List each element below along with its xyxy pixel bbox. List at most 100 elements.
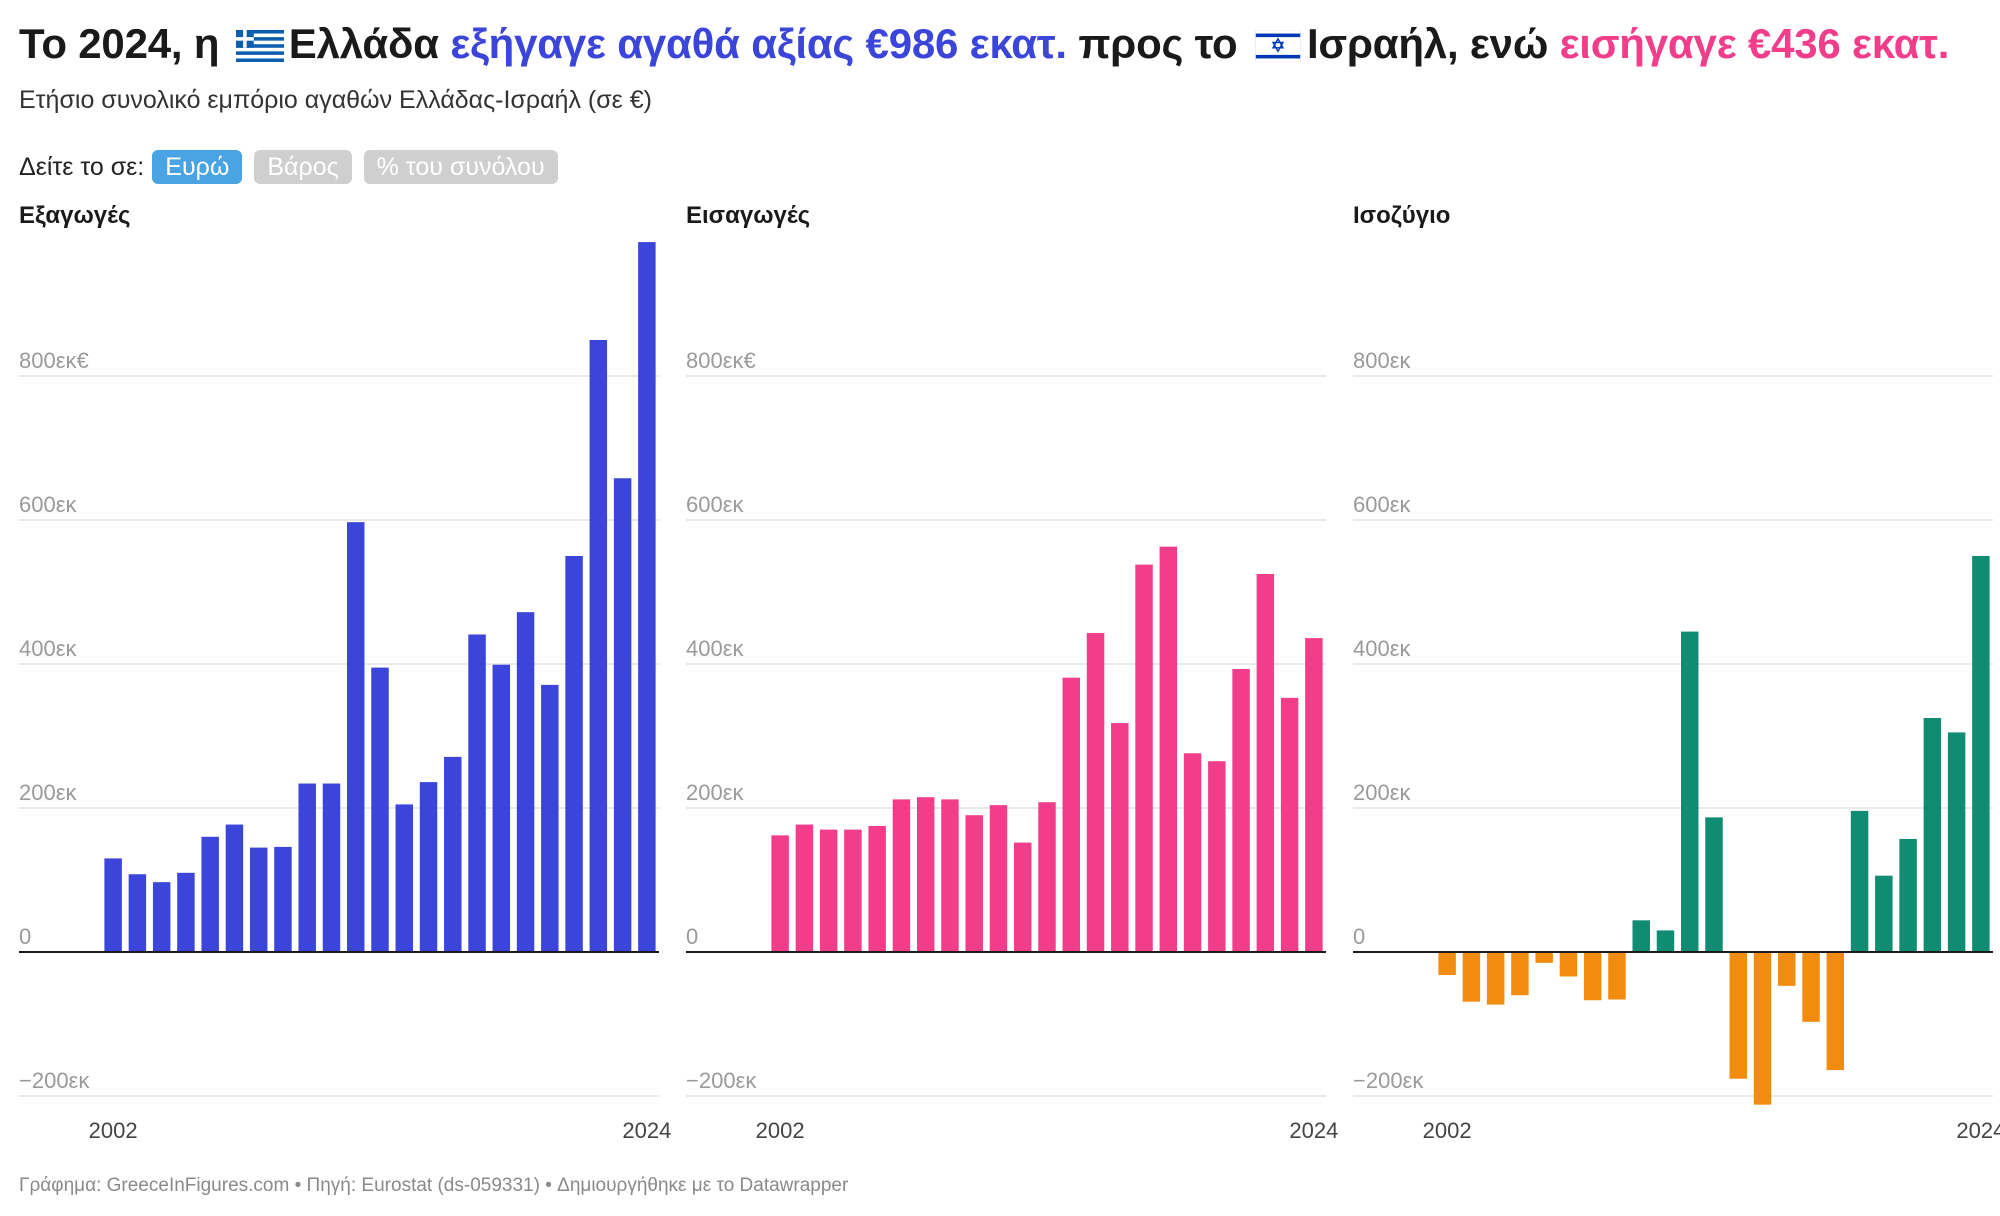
bar-imports-2024[interactable]	[1305, 638, 1323, 952]
toggle-weight-button[interactable]: Βάρος	[254, 150, 352, 184]
panel-title-balance: Ισοζύγιο	[1353, 202, 1451, 229]
bar-exports-2015[interactable]	[419, 782, 438, 952]
headline-country-from: Ελλάδα	[288, 20, 439, 67]
bar-exports-2022[interactable]	[589, 340, 608, 952]
headline-country-to: Ισραήλ	[1306, 20, 1447, 67]
bar-exports-2016[interactable]	[444, 756, 462, 952]
bar-exports-2021[interactable]	[565, 556, 583, 952]
bar-imports-2021[interactable]	[1232, 669, 1250, 952]
x-tick-label: 2002	[1423, 1118, 1472, 1143]
chart-panel-exports: −200εκ 0 200εκ 400εκ 600εκ 800εκ€ 2002 2024	[19, 242, 671, 1143]
bar-exports-2020[interactable]	[541, 684, 559, 952]
bar-exports-2011[interactable]	[322, 783, 341, 952]
headline-middle: προς το	[1078, 20, 1238, 67]
y-tick-label: 0	[1353, 924, 1365, 949]
chart-panel-imports: −200εκ 0 200εκ 400εκ 600εκ 800εκ€ 2002 2024	[686, 348, 1338, 1143]
bar-exports-2010[interactable]	[298, 783, 316, 952]
y-tick-label: 400εκ	[686, 636, 745, 661]
bar-imports-2005[interactable]	[844, 829, 862, 952]
bar-imports-2010[interactable]	[965, 815, 983, 952]
headline-imports-phrase: εισήγαγε €436 εκατ.	[1559, 20, 1950, 67]
bar-exports-2009[interactable]	[274, 846, 292, 952]
bar-balance-2005[interactable]	[1511, 952, 1529, 996]
bar-imports-2008[interactable]	[916, 797, 935, 952]
x-tick-label: 2002	[756, 1118, 805, 1143]
y-tick-label: 400εκ	[1353, 636, 1412, 661]
toggle-percent-button[interactable]: % του συνόλου	[363, 150, 558, 184]
bar-balance-2011[interactable]	[1656, 930, 1675, 952]
bar-exports-2019[interactable]	[516, 612, 535, 952]
bar-imports-2004[interactable]	[819, 829, 838, 952]
bar-balance-2023[interactable]	[1947, 732, 1966, 952]
bar-balance-2022[interactable]	[1923, 718, 1942, 952]
bar-balance-2018[interactable]	[1826, 952, 1845, 1071]
bar-balance-2015[interactable]	[1753, 952, 1772, 1105]
headline: Το 2024, η Ελλάδα εξήγαγε αγαθά αξίας €9…	[19, 14, 1949, 78]
bar-exports-2006[interactable]	[201, 836, 219, 952]
y-tick-label: 200εκ	[19, 780, 78, 805]
chart-panel-balance: −200εκ 0 200εκ 400εκ 600εκ 800εκ 2002 2024	[1353, 348, 2000, 1143]
y-tick-label: 800εκ€	[19, 348, 89, 373]
bar-imports-2019[interactable]	[1183, 753, 1202, 952]
bar-balance-2019[interactable]	[1850, 810, 1869, 952]
y-tick-label: −200εκ	[19, 1068, 90, 1093]
bar-imports-2011[interactable]	[989, 805, 1008, 952]
bar-imports-2020[interactable]	[1208, 761, 1226, 952]
bar-imports-2012[interactable]	[1014, 842, 1032, 952]
bar-balance-2004[interactable]	[1486, 952, 1505, 1005]
bar-imports-2017[interactable]	[1135, 564, 1153, 952]
bar-imports-2014[interactable]	[1062, 677, 1080, 952]
y-tick-label: 200εκ	[1353, 780, 1412, 805]
bar-imports-2006[interactable]	[868, 826, 886, 952]
bar-exports-2018[interactable]	[492, 664, 511, 952]
bar-imports-2003[interactable]	[795, 824, 814, 952]
x-tick-label: 2002	[89, 1118, 138, 1143]
y-tick-label: 600εκ	[1353, 492, 1412, 517]
y-tick-label: 800εκ	[1353, 348, 1412, 373]
bar-imports-2009[interactable]	[941, 799, 959, 952]
bar-balance-2021[interactable]	[1899, 838, 1917, 952]
bar-balance-2009[interactable]	[1608, 952, 1626, 1000]
bar-balance-2003[interactable]	[1462, 952, 1481, 1002]
toggle-label: Δείτε το σε:	[19, 152, 145, 181]
bar-exports-2002[interactable]	[104, 858, 122, 952]
bar-balance-2017[interactable]	[1802, 952, 1820, 1022]
bar-exports-2013[interactable]	[371, 667, 389, 952]
bar-imports-2016[interactable]	[1111, 723, 1129, 952]
bar-imports-2018[interactable]	[1159, 546, 1178, 952]
bar-imports-2002[interactable]	[771, 835, 789, 952]
bar-balance-2016[interactable]	[1778, 952, 1796, 986]
bar-imports-2015[interactable]	[1086, 633, 1105, 952]
greece-flag-icon	[235, 18, 285, 78]
bar-exports-2003[interactable]	[128, 874, 147, 952]
bar-balance-2008[interactable]	[1583, 952, 1602, 1001]
bar-balance-2014[interactable]	[1729, 952, 1747, 1079]
y-tick-label: 0	[686, 924, 698, 949]
toggle-euro-button[interactable]: Ευρώ	[152, 150, 243, 184]
bar-imports-2013[interactable]	[1038, 802, 1056, 952]
bar-exports-2023[interactable]	[613, 478, 632, 952]
y-tick-label: 200εκ	[686, 780, 745, 805]
bar-balance-2013[interactable]	[1705, 817, 1723, 952]
bar-imports-2022[interactable]	[1256, 574, 1275, 952]
bar-exports-2012[interactable]	[347, 522, 365, 952]
bar-exports-2008[interactable]	[249, 847, 268, 952]
bar-balance-2020[interactable]	[1875, 875, 1893, 952]
bar-imports-2007[interactable]	[892, 799, 911, 952]
bar-exports-2004[interactable]	[152, 882, 171, 952]
bar-balance-2024[interactable]	[1972, 556, 1990, 952]
bar-exports-2005[interactable]	[177, 872, 195, 952]
bar-balance-2010[interactable]	[1632, 920, 1650, 952]
bar-exports-2014[interactable]	[395, 804, 413, 952]
bar-balance-2006[interactable]	[1535, 952, 1553, 963]
bar-exports-2024[interactable]	[638, 242, 656, 952]
bar-balance-2012[interactable]	[1681, 631, 1699, 952]
bar-balance-2002[interactable]	[1438, 952, 1456, 976]
bar-balance-2007[interactable]	[1559, 952, 1578, 977]
bar-exports-2007[interactable]	[225, 824, 244, 952]
bar-exports-2017[interactable]	[468, 634, 486, 952]
bar-imports-2023[interactable]	[1280, 697, 1299, 952]
y-tick-label: 600εκ	[19, 492, 78, 517]
y-tick-label: 400εκ	[19, 636, 78, 661]
subtitle: Ετήσιο συνολικό εμπόριο αγαθών Ελλάδας-Ι…	[19, 86, 652, 114]
